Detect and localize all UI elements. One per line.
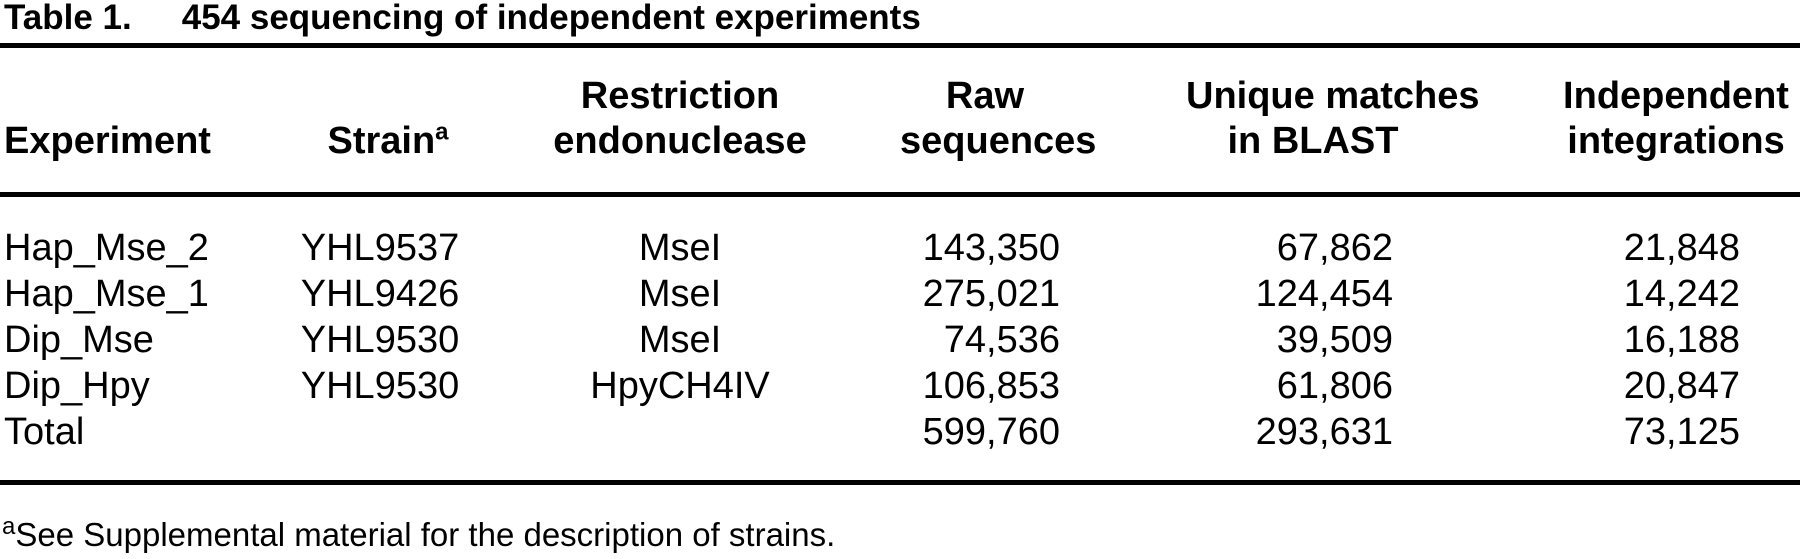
title-divider (0, 43, 1800, 48)
cell-restriction-endonuclease: HpyCH4IV (590, 365, 770, 407)
cell-strain: YHL9530 (300, 365, 460, 407)
table-row: Hap_Mse_1 YHL9426 MseI 275,021 124,454 1… (0, 271, 1800, 317)
table-title: Table 1. 454 sequencing of independent ex… (0, 0, 1800, 43)
cell-unique-matches: 293,631 (1255, 411, 1393, 453)
column-header-strain: Straina (240, 48, 520, 195)
cell-raw-sequences: 599,760 (922, 411, 1060, 453)
cell-unique-matches: 39,509 (1276, 319, 1393, 361)
cell-experiment: Total (4, 411, 85, 453)
sequencing-data-table: Experiment Straina Restriction endonucle… (0, 48, 1800, 485)
cell-restriction-endonuclease: MseI (638, 319, 722, 361)
column-header-experiment: Experiment (0, 48, 240, 195)
cell-strain: YHL9537 (300, 227, 460, 269)
column-header-restriction-endonuclease: Restriction endonuclease (520, 48, 840, 195)
table-row-total: Total 599,760 293,631 73,125 (0, 409, 1800, 483)
header-line: Restriction (580, 75, 780, 117)
header-row: Experiment Straina Restriction endonucle… (0, 48, 1800, 195)
cell-raw-sequences: 143,350 (922, 227, 1060, 269)
header-line: Experiment (4, 120, 211, 162)
header-line: integrations (1567, 120, 1785, 162)
cell-independent-integrations: 20,847 (1623, 365, 1740, 407)
footnote-text: See Supplemental material for the descri… (15, 516, 836, 553)
strain-footnote-marker: a (435, 118, 449, 146)
cell-raw-sequences: 275,021 (922, 273, 1060, 315)
cell-unique-matches: 67,862 (1276, 227, 1393, 269)
table-header: Experiment Straina Restriction endonucle… (0, 48, 1800, 195)
header-line: Independent (1563, 75, 1789, 117)
cell-experiment: Dip_Hpy (4, 365, 150, 407)
column-header-unique-matches-in-blast: Unique matches in BLAST (1070, 48, 1480, 195)
header-line: Strain (327, 120, 436, 162)
cell-strain: YHL9426 (300, 273, 460, 315)
table-caption: 454 sequencing of independent experiment… (181, 0, 921, 37)
cell-experiment: Hap_Mse_2 (4, 227, 209, 269)
cell-restriction-endonuclease: MseI (638, 227, 722, 269)
cell-strain: YHL9530 (300, 319, 460, 361)
table-row: Hap_Mse_2 YHL9537 MseI 143,350 67,862 21… (0, 195, 1800, 272)
cell-restriction-endonuclease: MseI (638, 273, 722, 315)
column-header-independent-integrations: Independent integrations (1440, 48, 1800, 195)
cell-experiment: Hap_Mse_1 (4, 273, 209, 315)
header-line: endonuclease (553, 120, 807, 162)
column-header-raw-sequences: Raw sequences (840, 48, 1097, 195)
header-line: Unique matches (1186, 75, 1480, 117)
cell-independent-integrations: 21,848 (1623, 227, 1740, 269)
header-line: Raw (945, 75, 1025, 117)
cell-raw-sequences: 106,853 (922, 365, 1060, 407)
cell-independent-integrations: 73,125 (1623, 411, 1740, 453)
cell-independent-integrations: 16,188 (1623, 319, 1740, 361)
table-body: Hap_Mse_2 YHL9537 MseI 143,350 67,862 21… (0, 195, 1800, 483)
cell-experiment: Dip_Mse (4, 319, 154, 361)
footnote: aSee Supplemental material for the descr… (0, 515, 1800, 555)
cell-restriction-endonuclease (520, 409, 840, 483)
cell-independent-integrations: 14,242 (1623, 273, 1740, 315)
cell-unique-matches: 124,454 (1255, 273, 1393, 315)
table-row: Dip_Hpy YHL9530 HpyCH4IV 106,853 61,806 … (0, 363, 1800, 409)
cell-raw-sequences: 74,536 (943, 319, 1060, 361)
footnote-marker: a (2, 513, 16, 540)
table-number-label: Table 1. (4, 0, 132, 37)
table-row: Dip_Mse YHL9530 MseI 74,536 39,509 16,18… (0, 317, 1800, 363)
header-line: in BLAST (1227, 120, 1399, 162)
cell-unique-matches: 61,806 (1276, 365, 1393, 407)
header-line: sequences (900, 120, 1097, 162)
cell-strain (240, 409, 520, 483)
